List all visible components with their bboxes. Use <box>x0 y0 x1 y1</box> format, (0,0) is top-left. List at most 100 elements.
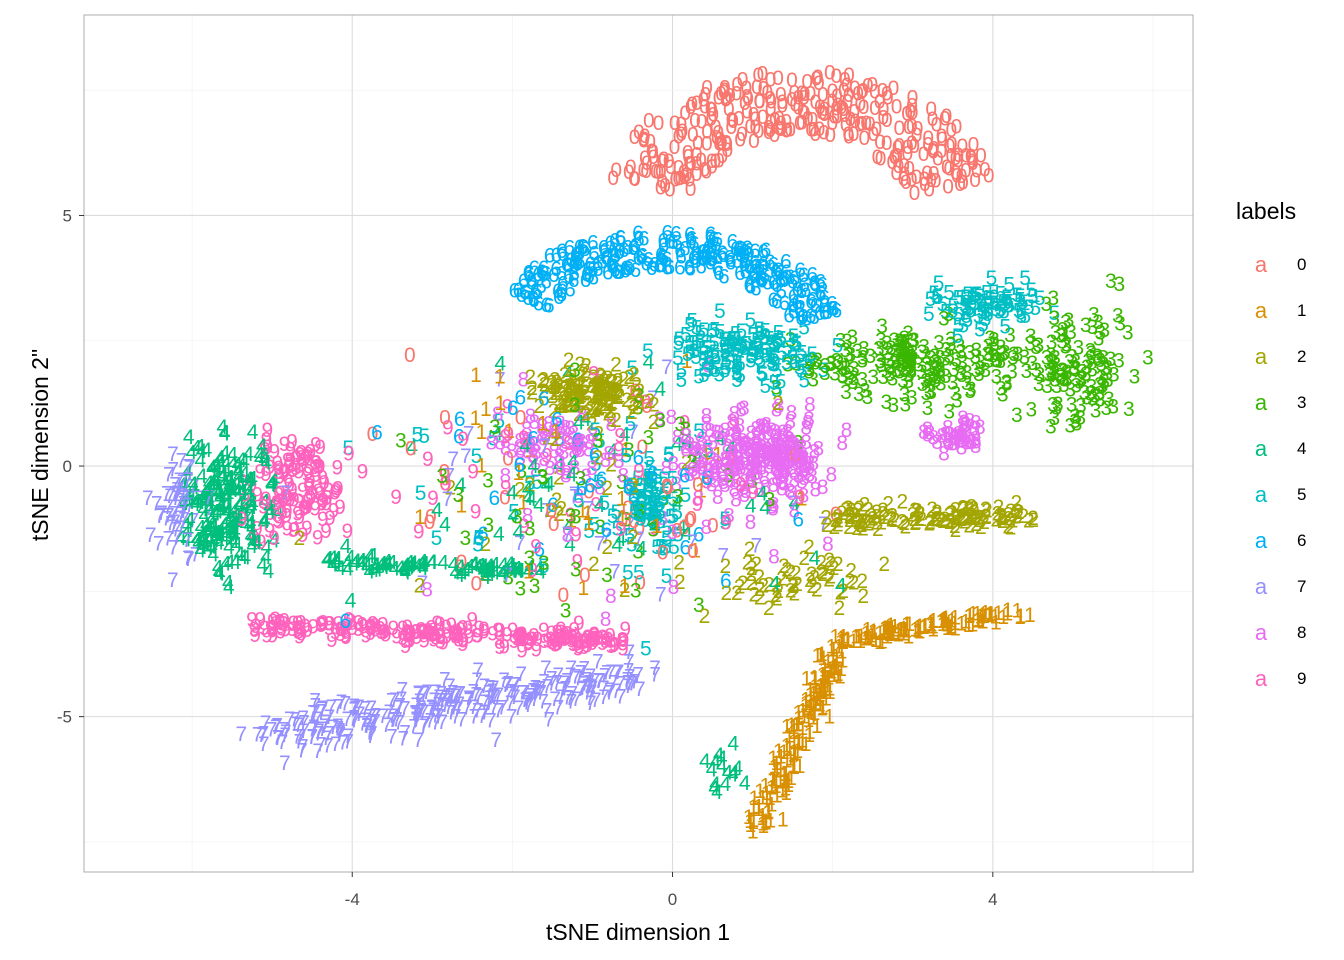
point-digit-2: 2 <box>833 597 845 620</box>
point-digit-6: 6 <box>821 301 833 324</box>
point-digit-2: 2 <box>973 509 985 532</box>
point-digit-0: 0 <box>687 540 699 563</box>
point-digit-8: 8 <box>703 460 715 483</box>
point-digit-5: 5 <box>583 520 595 543</box>
point-digit-8: 8 <box>775 435 787 458</box>
point-digit-0: 0 <box>701 76 713 99</box>
point-digit-2: 2 <box>568 382 580 405</box>
point-digit-3: 3 <box>1068 356 1080 379</box>
point-digit-3: 3 <box>1061 334 1073 357</box>
point-digit-8: 8 <box>668 452 680 475</box>
point-digit-6: 6 <box>600 246 612 269</box>
point-digit-1: 1 <box>816 675 828 698</box>
point-digit-4: 4 <box>345 590 357 613</box>
point-digit-0: 0 <box>799 83 811 106</box>
point-digit-1: 1 <box>850 625 862 648</box>
point-digit-6: 6 <box>798 274 810 297</box>
point-digit-0: 0 <box>717 145 729 168</box>
point-digit-3: 3 <box>1112 305 1124 328</box>
point-digit-7: 7 <box>183 548 195 571</box>
point-digit-4: 4 <box>192 491 204 514</box>
point-digit-0: 0 <box>870 118 882 141</box>
point-digit-3: 3 <box>592 429 604 452</box>
point-digit-8: 8 <box>755 430 767 453</box>
point-digit-5: 5 <box>702 359 714 382</box>
point-digit-8: 8 <box>712 486 724 509</box>
point-digit-3: 3 <box>436 465 448 488</box>
legend-label-8: 8 <box>1297 623 1306 642</box>
point-digit-2: 2 <box>603 384 615 407</box>
point-digit-3: 3 <box>1088 303 1100 326</box>
point-digit-5: 5 <box>698 349 710 372</box>
point-digit-8: 8 <box>528 411 540 434</box>
point-digit-3: 3 <box>894 333 906 356</box>
point-digit-3: 3 <box>844 362 856 385</box>
point-digit-0: 0 <box>892 136 904 159</box>
point-digit-9: 9 <box>328 500 340 523</box>
point-digit-0: 0 <box>610 159 622 182</box>
point-digit-2: 2 <box>734 575 746 598</box>
point-digit-0: 0 <box>686 93 698 116</box>
point-digit-2: 2 <box>605 393 617 416</box>
point-digit-4: 4 <box>224 466 236 489</box>
point-digit-8: 8 <box>603 442 615 465</box>
point-digit-3: 3 <box>1113 273 1125 296</box>
point-digit-4: 4 <box>513 560 525 583</box>
point-digit-5: 5 <box>488 428 500 451</box>
point-digit-4: 4 <box>439 513 451 536</box>
point-digit-8: 8 <box>774 433 786 456</box>
point-digit-2: 2 <box>859 493 871 516</box>
point-digit-8: 8 <box>703 355 715 378</box>
point-digit-7: 7 <box>307 701 319 724</box>
point-digit-2: 2 <box>533 395 545 418</box>
legend-title: labels <box>1236 198 1296 224</box>
point-digit-9: 9 <box>326 629 338 652</box>
point-digit-9: 9 <box>250 615 262 638</box>
point-digit-3: 3 <box>1065 321 1077 344</box>
point-digit-7: 7 <box>449 685 461 708</box>
point-digit-3: 3 <box>1081 387 1093 410</box>
point-digit-4: 4 <box>728 761 740 784</box>
point-digit-3: 3 <box>922 366 934 389</box>
point-digit-4: 4 <box>573 412 585 435</box>
point-digit-0: 0 <box>868 123 880 146</box>
point-digit-8: 8 <box>735 398 747 421</box>
point-digit-6: 6 <box>707 248 719 271</box>
point-digit-0: 0 <box>757 106 769 129</box>
point-digit-1: 1 <box>912 620 924 643</box>
point-digit-3: 3 <box>1094 388 1106 411</box>
point-digit-6: 6 <box>739 253 751 276</box>
point-digit-7: 7 <box>182 469 194 492</box>
point-digit-1: 1 <box>805 699 817 722</box>
point-digit-1: 1 <box>881 626 893 649</box>
point-digit-0: 0 <box>855 93 867 116</box>
point-digit-5: 5 <box>995 299 1007 322</box>
point-digit-1: 1 <box>747 811 759 834</box>
point-digit-9: 9 <box>287 618 299 641</box>
point-digit-4: 4 <box>206 536 218 559</box>
point-digit-2: 2 <box>964 504 976 527</box>
point-digit-3: 3 <box>848 367 860 390</box>
point-digit-5: 5 <box>932 285 944 308</box>
point-digit-2: 2 <box>997 510 1009 533</box>
point-digit-8: 8 <box>797 459 809 482</box>
point-digit-2: 2 <box>605 408 617 431</box>
point-digit-0: 0 <box>658 148 670 171</box>
point-digit-5: 5 <box>995 282 1007 305</box>
point-digit-4: 4 <box>699 750 711 773</box>
point-digit-8: 8 <box>924 421 936 444</box>
point-digit-0: 0 <box>720 131 732 154</box>
point-digit-6: 6 <box>794 291 806 314</box>
point-digit-5: 5 <box>757 363 769 386</box>
point-digit-4: 4 <box>244 507 256 530</box>
point-digit-5: 5 <box>661 527 673 550</box>
point-digit-6: 6 <box>630 259 642 282</box>
point-digit-0: 0 <box>799 102 811 125</box>
point-digit-5: 5 <box>760 345 772 368</box>
point-digit-8: 8 <box>764 452 776 475</box>
point-digit-9: 9 <box>358 616 370 639</box>
point-digit-5: 5 <box>720 340 732 363</box>
point-digit-4: 4 <box>213 532 225 555</box>
point-digit-1: 1 <box>619 575 631 598</box>
point-digit-7: 7 <box>153 533 165 556</box>
